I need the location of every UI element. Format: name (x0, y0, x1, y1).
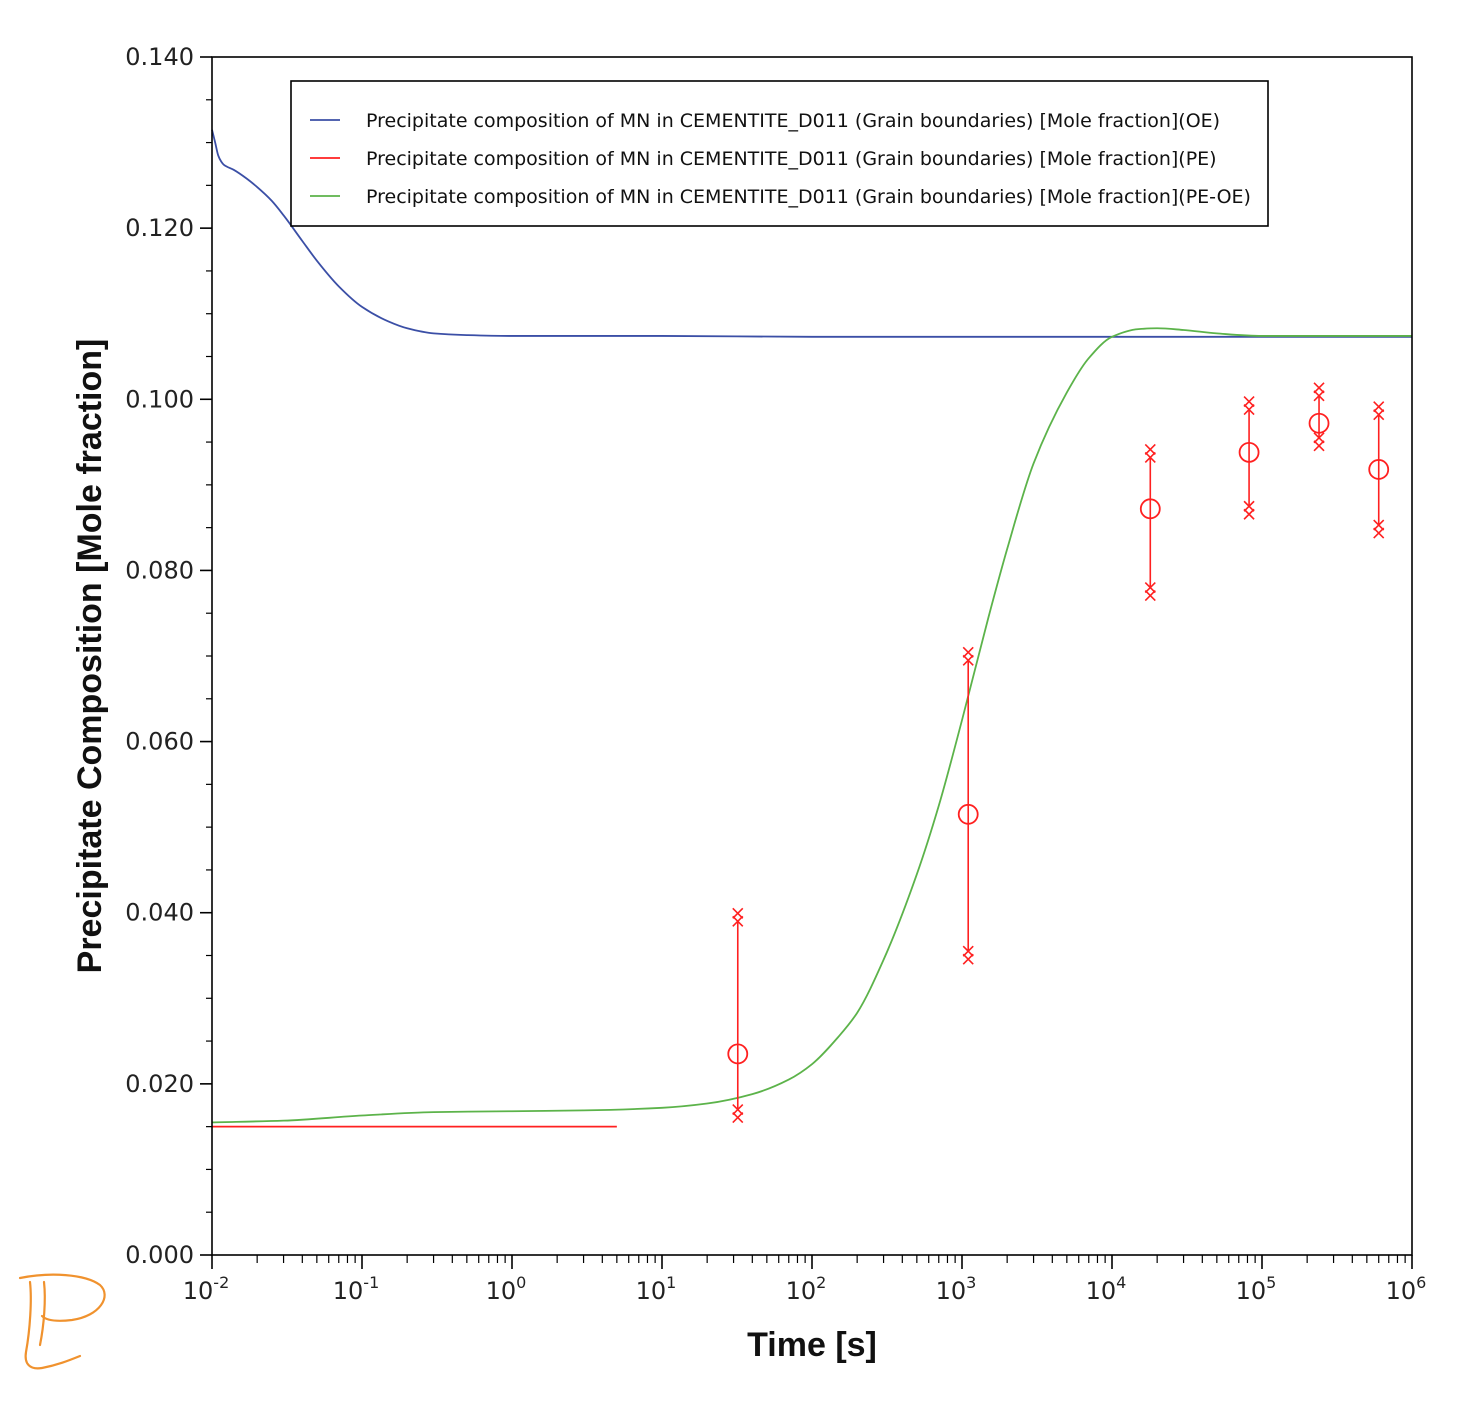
error-cap-marker (1144, 451, 1156, 464)
data-point (1238, 441, 1260, 463)
error-cap-marker (732, 907, 744, 919)
x-tick-exponent: 1 (666, 1273, 676, 1292)
y-tick-label: 0.060 (125, 728, 194, 756)
error-cap-marker (1144, 581, 1156, 594)
series-line-0 (211, 129, 1412, 338)
error-cap-marker (962, 654, 974, 666)
error-cap-marker (1373, 527, 1385, 539)
error-cap-marker (1144, 443, 1156, 456)
legend-label: Precipitate composition of MN in CEMENTI… (366, 186, 1251, 208)
error-cap-marker (1373, 519, 1385, 531)
y-tick-label: 0.020 (125, 1070, 194, 1098)
x-tick-base: 10 (636, 1277, 667, 1305)
error-cap-marker (1243, 508, 1255, 520)
x-tick-base: 10 (333, 1277, 364, 1305)
x-tick-base: 10 (786, 1277, 817, 1305)
data-point (957, 803, 979, 825)
error-cap-marker (962, 953, 974, 965)
x-axis: 10-2 10-1 100 101 102 103 104 105 106 (183, 1255, 1427, 1305)
x-tick-exponent: 0 (516, 1273, 526, 1292)
x-tick-base: 10 (1386, 1277, 1417, 1305)
error-cap-marker (732, 1111, 744, 1124)
x-tick-label: 104 (1086, 1273, 1127, 1305)
error-cap-marker (1313, 390, 1325, 402)
y-tick-label: 0.040 (125, 899, 194, 927)
error-cap-marker (1313, 382, 1325, 394)
error-cap-marker (1243, 395, 1255, 408)
y-axis: 0.000 0.020 0.040 0.060 0.080 0.100 0.120 0.140 (125, 43, 212, 1269)
y-tick-label: 0.080 (125, 556, 194, 584)
x-tick-label: 100 (486, 1273, 527, 1305)
x-tick-base: 10 (486, 1277, 517, 1305)
legend: Precipitate composition of MN in CEMENTI… (290, 80, 1269, 227)
y-tick-label: 0.000 (125, 1241, 194, 1269)
markers-layer (727, 382, 1390, 1124)
error-cap-marker (1373, 409, 1385, 421)
legend-box (290, 80, 1269, 227)
error-cap-marker (1243, 500, 1255, 512)
series-layer (211, 129, 1412, 1128)
x-tick-base: 10 (183, 1277, 214, 1305)
x-tick-exponent: 3 (966, 1273, 976, 1292)
x-tick-exponent: 5 (1266, 1273, 1276, 1292)
error-cap-marker (1144, 589, 1156, 602)
x-axis-title: Time [s] (747, 1326, 877, 1364)
x-tick-exponent: -2 (213, 1273, 229, 1292)
x-tick-base: 10 (936, 1277, 967, 1305)
data-point (727, 1043, 749, 1065)
x-tick-label: 105 (1236, 1273, 1277, 1305)
publisher-logo (18, 1273, 106, 1370)
x-tick-exponent: 2 (816, 1273, 826, 1292)
y-tick-label: 0.100 (125, 385, 194, 413)
error-cap-marker (1243, 403, 1255, 416)
y-axis-title: Precipitate Composition [Mole fraction] (71, 339, 109, 974)
y-tick-label: 0.120 (125, 214, 194, 242)
data-point (1308, 412, 1330, 434)
error-cap-marker (1313, 440, 1325, 452)
error-cap-marker (732, 1103, 744, 1116)
x-tick-label: 101 (636, 1273, 677, 1305)
x-tick-exponent: -1 (363, 1273, 379, 1292)
x-tick-exponent: 4 (1116, 1273, 1126, 1292)
x-tick-label: 10-2 (183, 1273, 230, 1305)
x-tick-label: 10-1 (333, 1273, 380, 1305)
series-line-2 (211, 327, 1412, 1124)
error-cap-marker (732, 915, 744, 927)
error-cap-marker (962, 945, 974, 957)
error-cap-marker (1313, 432, 1325, 444)
data-point (1139, 498, 1161, 520)
x-tick-exponent: 6 (1416, 1273, 1426, 1292)
error-cap-marker (1373, 401, 1385, 413)
legend-label: Precipitate composition of MN in CEMENTI… (366, 110, 1220, 132)
legend-label: Precipitate composition of MN in CEMENTI… (366, 148, 1217, 170)
x-tick-label: 103 (936, 1273, 977, 1305)
x-tick-base: 10 (1086, 1277, 1117, 1305)
y-tick-label: 0.140 (125, 43, 194, 71)
x-tick-base: 10 (1236, 1277, 1267, 1305)
x-tick-label: 102 (786, 1273, 827, 1305)
error-cap-marker (962, 646, 974, 658)
data-point (1368, 459, 1390, 480)
x-tick-label: 106 (1386, 1273, 1427, 1305)
